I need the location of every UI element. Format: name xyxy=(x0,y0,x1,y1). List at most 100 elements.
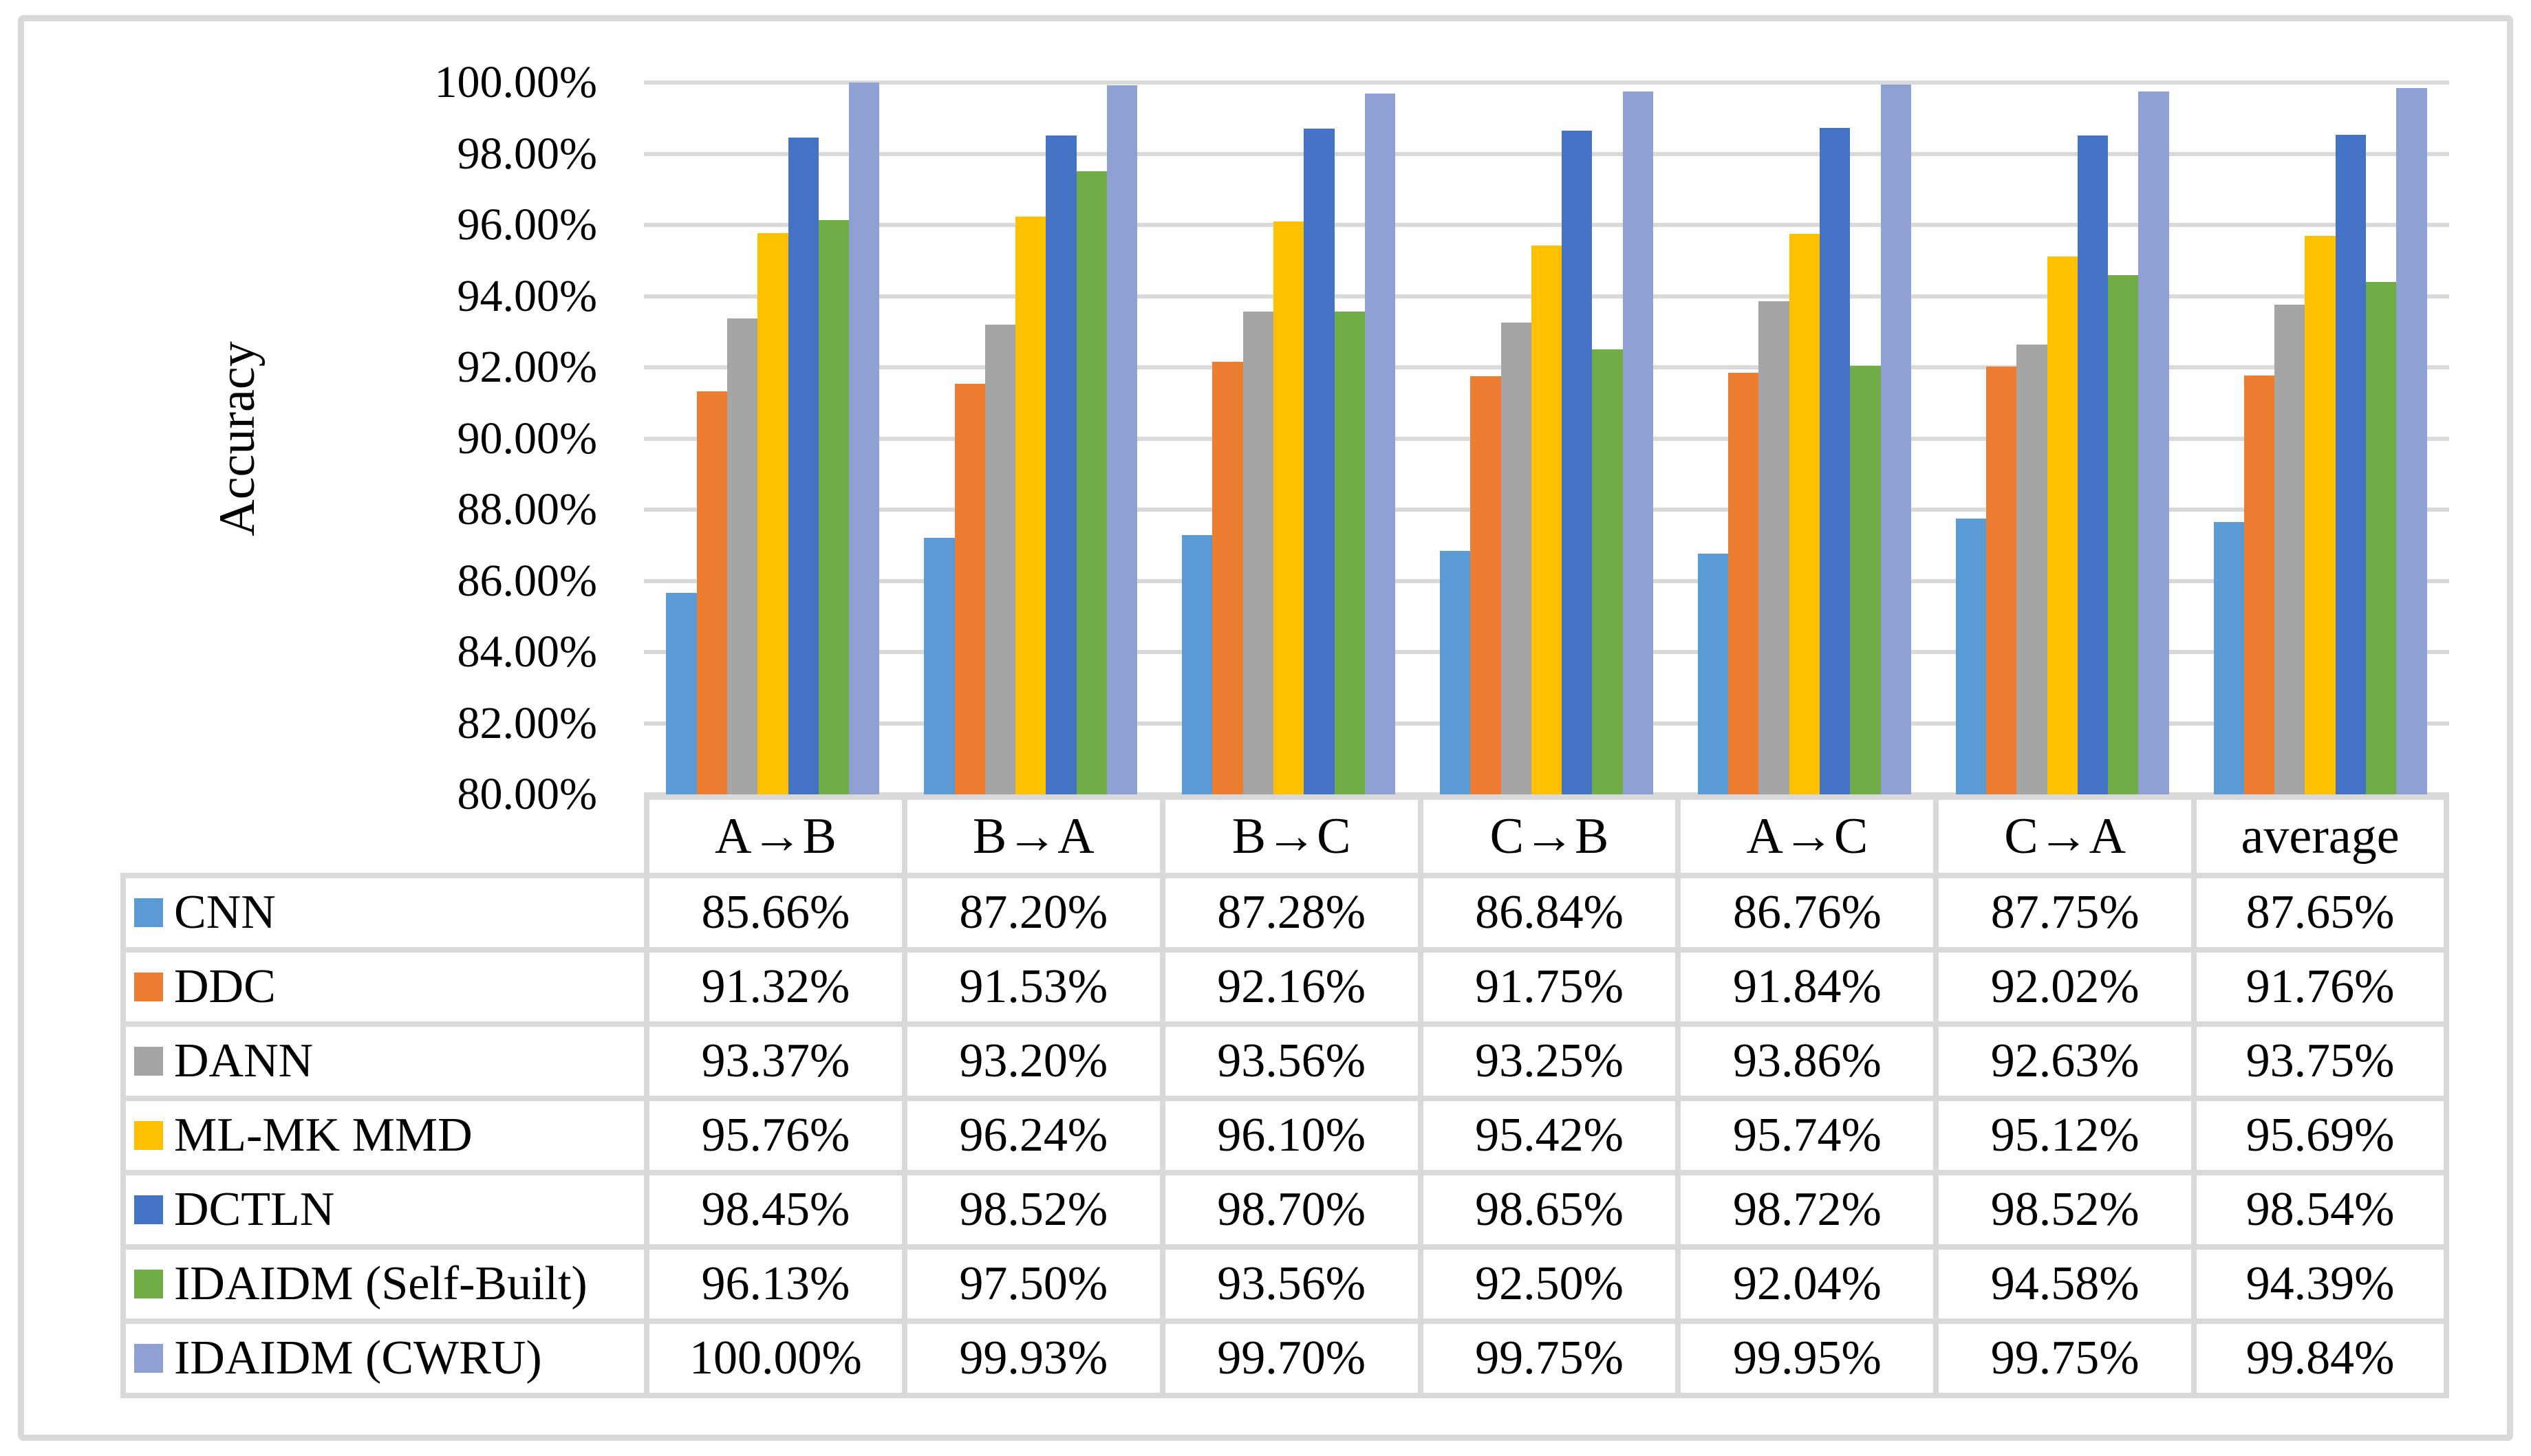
legend-key-icon xyxy=(134,1344,163,1373)
y-axis-tick-label: 80.00% xyxy=(457,769,597,819)
y-axis-tick-label: 98.00% xyxy=(457,128,597,179)
y-axis-tick-label: 90.00% xyxy=(457,413,597,464)
column-header-cell: B→A xyxy=(907,800,1160,873)
table-value-cell: 92.02% xyxy=(1939,953,2192,1021)
table-value-cell: 91.76% xyxy=(2197,953,2444,1021)
chart-bar xyxy=(1985,366,2017,794)
table-value-cell: 99.95% xyxy=(1681,1324,1934,1393)
chart-bar xyxy=(1439,551,1471,794)
legend-key-icon xyxy=(134,1270,163,1299)
chart-bar xyxy=(1820,128,1851,794)
table-value-cell: 92.04% xyxy=(1681,1250,1934,1318)
table-value-cell: 95.12% xyxy=(1939,1101,2192,1170)
table-value-cell: 99.84% xyxy=(2197,1324,2444,1393)
chart-bar xyxy=(1076,171,1108,794)
table-value-cell: 93.75% xyxy=(2197,1027,2444,1096)
series-label-cell: DDC xyxy=(126,953,644,1021)
chart-bar xyxy=(2274,305,2305,794)
series-name: ML-MK MMD xyxy=(174,1109,473,1162)
legend-key-icon xyxy=(134,898,163,927)
y-axis-tick-label: 92.00% xyxy=(457,342,597,392)
legend-key-icon xyxy=(134,1195,163,1224)
table-value-cell: 99.70% xyxy=(1165,1324,1418,1393)
y-axis-tick-label: 100.00% xyxy=(434,57,597,107)
chart-bar xyxy=(1758,301,1789,794)
chart-bar xyxy=(1531,246,1562,794)
table-value-cell: 93.56% xyxy=(1165,1250,1418,1318)
chart-bar xyxy=(1850,365,1881,794)
chart-bar xyxy=(1622,91,1654,794)
chart-bar xyxy=(1789,234,1820,794)
y-axis-tick-label: 94.00% xyxy=(457,270,597,321)
chart-bar xyxy=(2016,345,2047,794)
table-value-cell: 91.32% xyxy=(649,953,902,1021)
table-value-cell: 85.66% xyxy=(649,878,902,947)
chart-bar xyxy=(1364,93,1396,794)
chart-bar xyxy=(1107,85,1138,794)
table-value-cell: 97.50% xyxy=(907,1250,1160,1318)
table-value-cell: 93.56% xyxy=(1165,1027,1418,1096)
table-value-cell: 93.20% xyxy=(907,1027,1160,1096)
legend-key-icon xyxy=(134,1047,163,1076)
table-value-cell: 96.13% xyxy=(649,1250,902,1318)
chart-bar xyxy=(726,318,758,794)
table-value-cell: 98.72% xyxy=(1681,1175,1934,1244)
chart-bar xyxy=(2396,88,2427,794)
table-value-cell: 99.93% xyxy=(907,1324,1160,1393)
gridline xyxy=(644,151,2449,156)
y-axis-tick-label: 82.00% xyxy=(457,697,597,748)
table-value-cell: 87.28% xyxy=(1165,878,1418,947)
table-value-cell: 95.69% xyxy=(2197,1101,2444,1170)
series-name: IDAIDM (CWRU) xyxy=(174,1332,542,1384)
column-header-cell: A→C xyxy=(1681,800,1934,873)
table-value-cell: 100.00% xyxy=(649,1324,902,1393)
chart-bar xyxy=(2108,275,2139,794)
series-name: IDAIDM (Self-Built) xyxy=(174,1257,588,1310)
table-value-cell: 87.20% xyxy=(907,878,1160,947)
table-value-cell: 91.84% xyxy=(1681,953,1934,1021)
chart-bar xyxy=(1273,221,1304,794)
column-header-cell: B→C xyxy=(1165,800,1418,873)
series-name: CNN xyxy=(174,886,276,939)
table-value-cell: 98.54% xyxy=(2197,1175,2444,1244)
table-value-cell: 95.42% xyxy=(1423,1101,1676,1170)
table-value-cell: 95.74% xyxy=(1681,1101,1934,1170)
table-value-cell: 96.10% xyxy=(1165,1101,1418,1170)
table-value-cell: 98.52% xyxy=(907,1175,1160,1244)
chart-bar xyxy=(1015,216,1046,794)
chart-bar xyxy=(1592,349,1623,794)
series-name: DCTLN xyxy=(174,1183,335,1236)
column-header-cell: average xyxy=(2197,800,2444,873)
chart-bar xyxy=(1697,554,1729,794)
gridline xyxy=(644,223,2449,227)
chart-bar xyxy=(2243,376,2275,794)
chart-bar xyxy=(757,233,788,794)
chart-bar xyxy=(1880,84,1911,794)
chart-bar xyxy=(1182,535,1213,794)
chart-bar xyxy=(1304,129,1335,794)
chart-bar xyxy=(1562,130,1593,794)
gridline xyxy=(644,80,2449,85)
y-axis-tick-label: 96.00% xyxy=(457,199,597,250)
chart-bar xyxy=(2047,256,2078,794)
y-axis-tick-label: 88.00% xyxy=(457,484,597,534)
table-value-cell: 87.75% xyxy=(1939,878,2192,947)
table-value-cell: 94.58% xyxy=(1939,1250,2192,1318)
chart-bar xyxy=(696,391,727,794)
chart-bar xyxy=(2213,522,2244,794)
chart-bar xyxy=(984,324,1016,794)
chart-bar xyxy=(1212,361,1243,794)
series-name: DDC xyxy=(174,960,276,1013)
table-value-cell: 98.45% xyxy=(649,1175,902,1244)
column-header-cell: A→B xyxy=(649,800,902,873)
table-value-cell: 87.65% xyxy=(2197,878,2444,947)
table-value-cell: 94.39% xyxy=(2197,1250,2444,1318)
series-label-cell: CNN xyxy=(126,878,644,947)
table-value-cell: 86.76% xyxy=(1681,878,1934,947)
chart-bar xyxy=(954,384,985,794)
table-value-cell: 96.24% xyxy=(907,1101,1160,1170)
chart-bar xyxy=(1728,373,1759,794)
